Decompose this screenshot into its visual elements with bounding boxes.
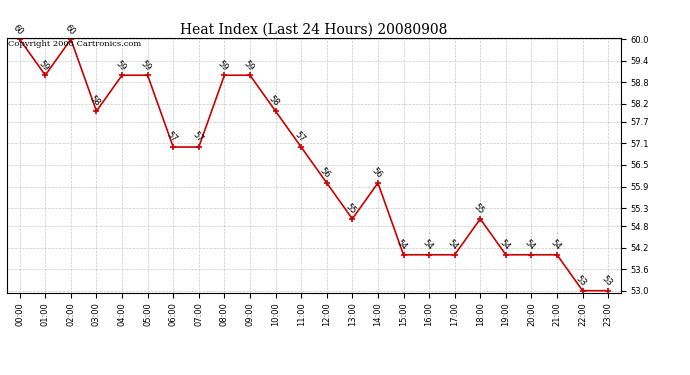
Text: 59: 59	[241, 58, 255, 72]
Text: 59: 59	[37, 58, 51, 72]
Text: 58: 58	[88, 94, 102, 108]
Text: 53: 53	[600, 274, 613, 288]
Text: 54: 54	[497, 238, 511, 252]
Text: 57: 57	[190, 130, 204, 144]
Text: 53: 53	[574, 274, 588, 288]
Text: 57: 57	[165, 130, 179, 144]
Text: 54: 54	[395, 238, 409, 252]
Text: 59: 59	[139, 58, 153, 72]
Text: 54: 54	[421, 238, 435, 252]
Text: 60: 60	[63, 22, 77, 36]
Text: 56: 56	[318, 166, 333, 180]
Text: 55: 55	[344, 202, 358, 216]
Text: 57: 57	[293, 130, 306, 144]
Text: 54: 54	[549, 238, 562, 252]
Text: 54: 54	[446, 238, 460, 252]
Text: Copyright 2008 Cartronics.com: Copyright 2008 Cartronics.com	[8, 40, 141, 48]
Text: 55: 55	[472, 202, 486, 216]
Text: 54: 54	[523, 238, 537, 252]
Text: 58: 58	[267, 94, 281, 108]
Text: 60: 60	[11, 22, 26, 36]
Text: 59: 59	[114, 58, 128, 72]
Text: 59: 59	[216, 58, 230, 72]
Text: 56: 56	[370, 166, 384, 180]
Title: Heat Index (Last 24 Hours) 20080908: Heat Index (Last 24 Hours) 20080908	[180, 22, 448, 36]
